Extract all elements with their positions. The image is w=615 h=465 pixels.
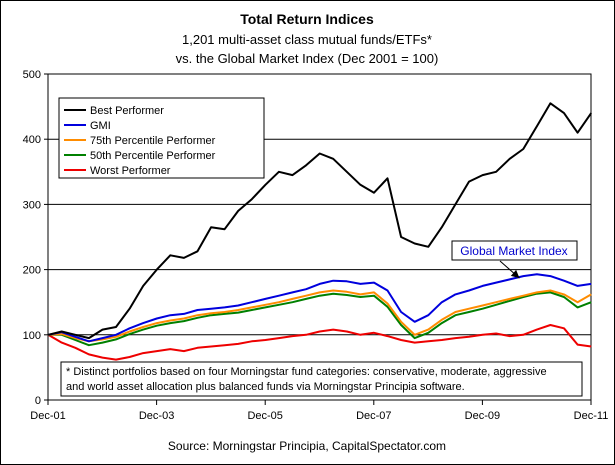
legend: Best Performer GMI 75th Percentile Perform… [58,97,265,179]
series-line-worst-performer [47,324,592,361]
x-axis: Dec-01 Dec-03 Dec-05 Dec-07 Dec-09 Dec-11 [30,400,608,422]
callout-label: Global Market Index [460,244,567,258]
y-tick-label: 0 [35,395,41,407]
y-tick-label: 500 [23,69,41,81]
x-tick-label: Dec-11 [574,410,609,422]
series-lines [47,102,593,361]
legend-box [58,97,265,179]
callout-arrow-head [510,269,520,279]
x-tick-label: Dec-09 [465,410,500,422]
y-tick-label: 100 [23,330,41,342]
footnote-box [60,361,583,397]
x-tick-label: Dec-07 [356,410,391,422]
legend-label: GMI [90,120,111,132]
x-tick-label: Dec-01 [30,410,65,422]
y-tick-label: 200 [23,265,41,277]
legend-label: 75th Percentile Performer [90,135,216,147]
series-line-best-performer [47,102,593,340]
chart-subtitle-line-1: 1,201 multi-asset class mutual funds/ETF… [182,32,432,47]
source-note: Source: Morningstar Principia, CapitalSp… [168,439,446,453]
series-line-75th-percentile-performer [48,289,592,343]
legend-label: 50th Percentile Performer [90,150,216,162]
y-tick-label: 400 [23,134,41,146]
y-axis: 0 100 200 300 400 500 [23,69,48,407]
footnote: * Distinct portfolios based on four Morn… [60,361,583,397]
x-tick-label: Dec-05 [247,410,282,422]
y-tick-label: 300 [23,199,41,211]
footnote-line-1: * Distinct portfolios based on four Morn… [66,366,547,378]
series-line-50th-percentile-performer [48,291,592,347]
chart-title: Total Return Indices [240,11,374,27]
legend-label: Best Performer [90,105,164,117]
x-tick-label: Dec-03 [139,410,174,422]
chart-subtitle-line-2: vs. the Global Market Index (Dec 2001 = … [176,51,439,66]
legend-label: Worst Performer [90,165,171,177]
series-line-gmi [48,273,592,343]
callout: Global Market Index [451,240,578,279]
footnote-line-2: and world asset allocation plus balanced… [66,381,465,393]
callout-box [451,240,578,261]
